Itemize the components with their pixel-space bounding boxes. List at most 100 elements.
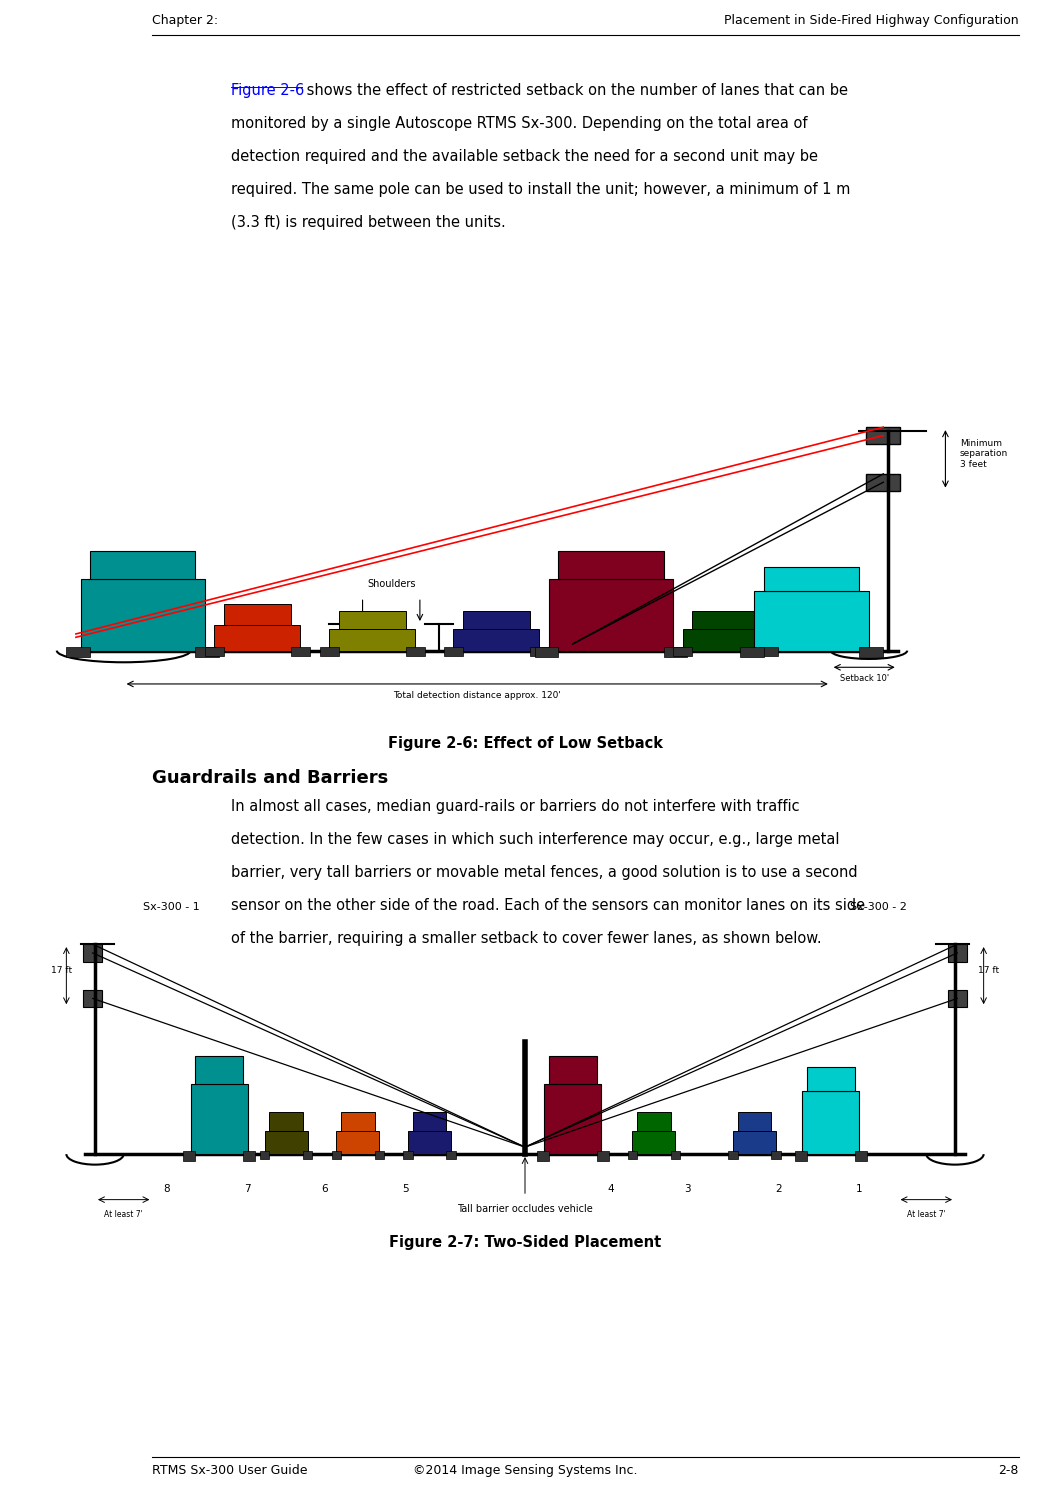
Bar bbox=[408, 1131, 450, 1154]
Text: ©2014 Image Sensing Systems Inc.: ©2014 Image Sensing Systems Inc. bbox=[413, 1464, 637, 1478]
Text: Setback 10': Setback 10' bbox=[840, 674, 888, 683]
Bar bbox=[948, 945, 967, 961]
Text: 3: 3 bbox=[685, 1184, 691, 1194]
Bar bbox=[463, 611, 530, 629]
Bar bbox=[544, 1083, 602, 1154]
Text: shows the effect of restricted setback on the number of lanes that can be: shows the effect of restricted setback o… bbox=[302, 83, 848, 98]
Bar bbox=[637, 1111, 671, 1131]
Bar bbox=[859, 647, 883, 658]
Text: 5: 5 bbox=[402, 1184, 408, 1194]
Bar bbox=[596, 1151, 609, 1161]
Bar bbox=[83, 990, 102, 1008]
Text: Total detection distance approx. 120': Total detection distance approx. 120' bbox=[394, 691, 561, 700]
Text: detection required and the available setback the need for a second unit may be: detection required and the available set… bbox=[231, 149, 818, 164]
Bar bbox=[740, 647, 764, 658]
Text: Sx-300 - 1: Sx-300 - 1 bbox=[143, 903, 200, 912]
Text: 2-8: 2-8 bbox=[999, 1464, 1018, 1478]
Text: Shoulders: Shoulders bbox=[368, 578, 416, 589]
Bar bbox=[302, 1151, 313, 1160]
Bar bbox=[83, 945, 102, 961]
Bar bbox=[671, 1151, 680, 1160]
Bar bbox=[332, 1151, 341, 1160]
Bar bbox=[90, 551, 195, 578]
Bar bbox=[454, 629, 540, 650]
Text: Tall barrier occludes vehicle: Tall barrier occludes vehicle bbox=[457, 1203, 593, 1214]
Bar bbox=[754, 590, 869, 650]
Bar bbox=[530, 647, 549, 655]
Bar bbox=[214, 625, 300, 650]
Bar bbox=[559, 551, 664, 578]
Bar bbox=[855, 1151, 866, 1161]
Bar bbox=[195, 1056, 244, 1083]
Text: monitored by a single Autoscope RTMS Sx-300. Depending on the total area of: monitored by a single Autoscope RTMS Sx-… bbox=[231, 116, 807, 131]
Bar bbox=[866, 473, 900, 491]
Text: 4: 4 bbox=[608, 1184, 614, 1194]
Text: 17 ft: 17 ft bbox=[51, 966, 72, 975]
Bar bbox=[444, 647, 463, 655]
Text: 1: 1 bbox=[856, 1184, 863, 1194]
Text: Figure 2-6: Effect of Low Setback: Figure 2-6: Effect of Low Setback bbox=[387, 736, 663, 751]
Bar bbox=[291, 647, 310, 655]
Bar bbox=[195, 647, 219, 658]
Bar bbox=[771, 1151, 780, 1160]
Bar bbox=[413, 1111, 446, 1131]
Text: detection. In the few cases in which such interference may occur, e.g., large me: detection. In the few cases in which suc… bbox=[231, 832, 840, 847]
Bar bbox=[259, 1151, 270, 1160]
Text: At least 7': At least 7' bbox=[104, 1211, 143, 1220]
Bar bbox=[537, 1151, 549, 1161]
Bar bbox=[764, 568, 859, 590]
Bar bbox=[205, 647, 224, 655]
Bar bbox=[329, 629, 415, 650]
Text: Placement in Side-Fired Highway Configuration: Placement in Side-Fired Highway Configur… bbox=[723, 14, 1018, 27]
Bar bbox=[759, 647, 778, 655]
Bar bbox=[191, 1083, 248, 1154]
Bar bbox=[446, 1151, 456, 1160]
Bar bbox=[265, 1131, 308, 1154]
Bar bbox=[795, 1151, 806, 1161]
Bar bbox=[224, 604, 291, 625]
Bar bbox=[692, 611, 759, 629]
Text: barrier, very tall barriers or movable metal fences, a good solution is to use a: barrier, very tall barriers or movable m… bbox=[231, 865, 858, 880]
Text: of the barrier, requiring a smaller setback to cover fewer lanes, as shown below: of the barrier, requiring a smaller setb… bbox=[231, 931, 821, 946]
Text: sensor on the other side of the road. Each of the sensors can monitor lanes on i: sensor on the other side of the road. Ea… bbox=[231, 898, 865, 913]
Text: At least 7': At least 7' bbox=[907, 1211, 946, 1220]
Bar bbox=[66, 647, 90, 658]
Bar bbox=[866, 427, 900, 445]
Text: 6: 6 bbox=[321, 1184, 328, 1194]
Bar bbox=[682, 629, 769, 650]
Bar bbox=[802, 1090, 860, 1154]
Text: Guardrails and Barriers: Guardrails and Barriers bbox=[152, 769, 388, 787]
Bar bbox=[341, 1111, 375, 1131]
Text: Minimum
separation
3 feet: Minimum separation 3 feet bbox=[960, 439, 1008, 469]
Bar bbox=[403, 1151, 413, 1160]
Bar bbox=[733, 1131, 776, 1154]
Bar bbox=[806, 1066, 855, 1090]
Bar bbox=[405, 647, 424, 655]
Bar bbox=[319, 647, 339, 655]
Text: 8: 8 bbox=[164, 1184, 170, 1194]
Text: (3.3 ft) is required between the units.: (3.3 ft) is required between the units. bbox=[231, 215, 506, 230]
Bar bbox=[184, 1151, 195, 1161]
Bar bbox=[628, 1151, 637, 1160]
Bar bbox=[737, 1111, 771, 1131]
Bar bbox=[549, 1056, 596, 1083]
Text: In almost all cases, median guard-rails or barriers do not interfere with traffi: In almost all cases, median guard-rails … bbox=[231, 799, 800, 814]
Bar bbox=[673, 647, 692, 655]
Text: 2: 2 bbox=[775, 1184, 781, 1194]
Bar bbox=[534, 647, 559, 658]
Bar bbox=[948, 990, 967, 1008]
Text: 7: 7 bbox=[245, 1184, 251, 1194]
Bar bbox=[375, 1151, 384, 1160]
Bar bbox=[81, 578, 205, 650]
Bar bbox=[549, 578, 673, 650]
Text: Figure 2-6: Figure 2-6 bbox=[231, 83, 304, 98]
Bar bbox=[339, 611, 405, 629]
Text: Chapter 2:: Chapter 2: bbox=[152, 14, 218, 27]
Bar bbox=[270, 1111, 302, 1131]
Text: required. The same pole can be used to install the unit; however, a minimum of 1: required. The same pole can be used to i… bbox=[231, 182, 851, 197]
Bar bbox=[244, 1151, 255, 1161]
Text: RTMS Sx-300 User Guide: RTMS Sx-300 User Guide bbox=[152, 1464, 308, 1478]
Text: Sx-300 - 2: Sx-300 - 2 bbox=[849, 903, 907, 912]
Bar bbox=[632, 1131, 675, 1154]
Bar bbox=[664, 647, 688, 658]
